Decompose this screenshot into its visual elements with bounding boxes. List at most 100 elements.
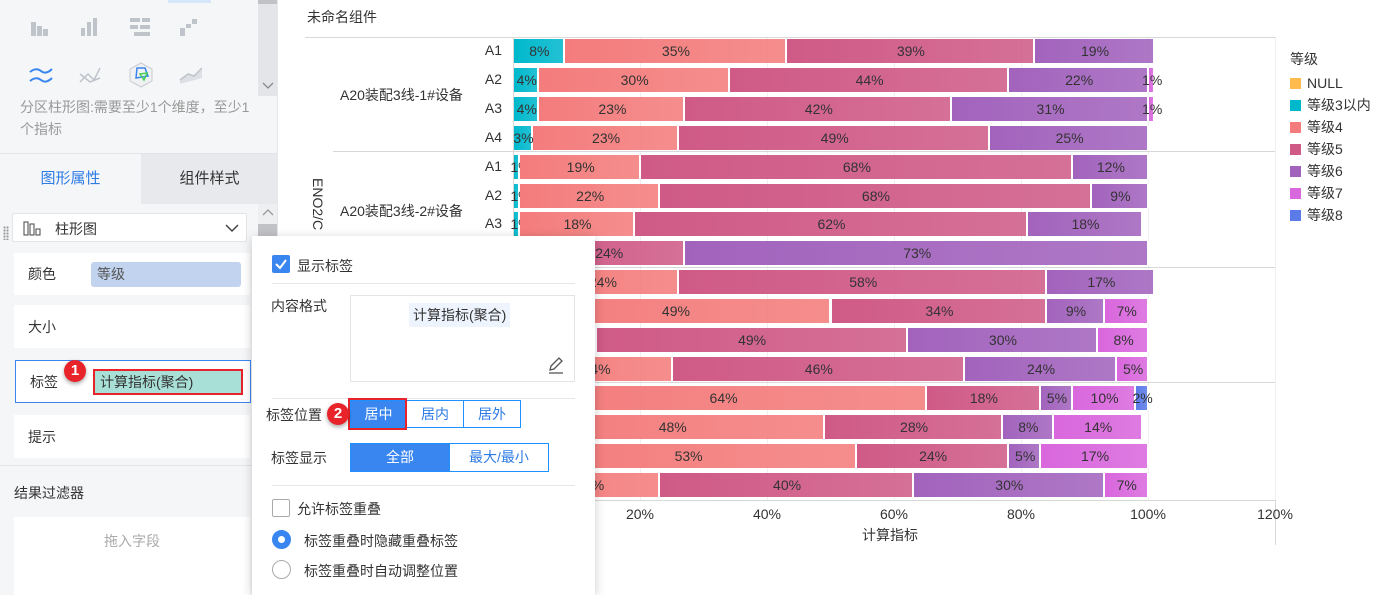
bar-segment[interactable] xyxy=(787,39,1035,63)
bar-segment[interactable] xyxy=(1149,96,1156,121)
bar-segment[interactable] xyxy=(660,472,915,497)
chart-type-scrollbar[interactable] xyxy=(258,0,277,96)
bar-segment[interactable] xyxy=(514,67,540,92)
bar-segment[interactable] xyxy=(539,67,730,92)
bar-segment[interactable] xyxy=(539,96,686,121)
position-outside-button[interactable]: 居外 xyxy=(464,400,521,428)
bar-segment[interactable] xyxy=(1041,385,1073,410)
bar-segment[interactable] xyxy=(1034,39,1156,63)
legend-item[interactable]: NULL xyxy=(1290,74,1343,92)
bar-segment[interactable] xyxy=(514,96,540,121)
allow-overlap-checkbox[interactable] xyxy=(272,499,290,517)
line-chart-icon[interactable] xyxy=(78,64,104,86)
tab-graph-properties[interactable]: 图形属性 xyxy=(40,170,101,187)
legend-item[interactable]: 等级4 xyxy=(1290,118,1343,136)
bar-segment[interactable] xyxy=(533,125,680,150)
bar-segment[interactable] xyxy=(1091,183,1149,208)
show-label-checkbox[interactable] xyxy=(272,255,290,273)
bar-segment[interactable] xyxy=(1072,154,1149,179)
display-all-button[interactable]: 全部 xyxy=(350,443,450,472)
scrollbar-thumb[interactable] xyxy=(258,0,277,4)
bar-segment[interactable] xyxy=(990,125,1149,150)
bar-segment[interactable] xyxy=(1028,212,1143,237)
drag-handle-icon[interactable] xyxy=(3,226,9,240)
bar-segment[interactable] xyxy=(926,385,1042,410)
hide-overlap-radio[interactable] xyxy=(272,530,291,549)
tab-component-style[interactable]: 组件样式 xyxy=(141,154,278,204)
bar-segment[interactable] xyxy=(1009,67,1149,92)
bar-segment[interactable] xyxy=(831,299,1048,324)
bar-segment[interactable] xyxy=(1053,414,1143,439)
bar-segment[interactable] xyxy=(514,39,565,63)
bar-segment[interactable] xyxy=(685,241,1149,266)
legend-item[interactable]: 等级7 xyxy=(1290,184,1343,202)
waterfall-chart-icon[interactable] xyxy=(178,16,204,38)
range-area-chart-icon[interactable] xyxy=(28,64,54,86)
horizontal-bar-chart-icon[interactable] xyxy=(128,16,154,38)
bar-segment[interactable] xyxy=(952,96,1149,121)
bar-segment[interactable] xyxy=(1072,385,1137,410)
bar-segment[interactable] xyxy=(1149,67,1156,92)
legend-item[interactable]: 等级3以内 xyxy=(1290,96,1371,114)
display-maxmin-button[interactable]: 最大/最小 xyxy=(450,443,549,472)
bar-segment[interactable] xyxy=(1041,443,1149,468)
grouped-bar-chart-icon[interactable] xyxy=(28,16,54,38)
tooltip-field[interactable]: 提示 xyxy=(14,415,250,458)
bar-segment[interactable] xyxy=(825,414,1003,439)
area-chart-icon[interactable] xyxy=(178,64,204,86)
position-center-button[interactable]: 居中 xyxy=(350,400,407,428)
auto-adjust-radio[interactable] xyxy=(272,560,291,579)
bar-segment[interactable] xyxy=(660,183,1092,208)
bar-segment[interactable] xyxy=(679,270,1048,295)
legend-item[interactable]: 等级6 xyxy=(1290,162,1343,180)
position-inside-button[interactable]: 居内 xyxy=(407,400,464,428)
bar-segment[interactable] xyxy=(1047,270,1156,295)
bar-segment[interactable] xyxy=(685,96,953,121)
scroll-down-icon[interactable] xyxy=(262,82,274,90)
bar-segment[interactable] xyxy=(520,154,641,179)
bar-segment[interactable] xyxy=(514,154,521,179)
bar-segment[interactable] xyxy=(520,183,661,208)
bar-segment[interactable] xyxy=(514,183,521,208)
scroll-up-icon[interactable] xyxy=(262,208,274,216)
content-format-box[interactable]: 计算指标(聚合) xyxy=(350,295,575,382)
bar-segment[interactable] xyxy=(596,328,908,352)
color-field[interactable]: 颜色 等级 xyxy=(14,253,250,295)
bar-segment[interactable] xyxy=(1136,385,1149,410)
label-field-pill[interactable]: 计算指标(聚合) xyxy=(93,369,243,395)
bar-chart-icon[interactable] xyxy=(78,16,104,38)
bar-segment[interactable] xyxy=(914,472,1105,497)
bar-value-label: 17% xyxy=(1087,274,1116,291)
edit-pencil-icon[interactable] xyxy=(547,356,565,374)
label-field[interactable]: 标签 计算指标(聚合) xyxy=(15,360,251,403)
bar-segment[interactable] xyxy=(1002,414,1054,439)
bar-segment[interactable] xyxy=(1098,328,1149,352)
bar-segment[interactable] xyxy=(514,212,521,237)
bar-segment[interactable] xyxy=(679,125,991,150)
legend-item[interactable]: 等级5 xyxy=(1290,140,1343,158)
bar-segment[interactable] xyxy=(1117,356,1149,381)
color-field-pill[interactable]: 等级 xyxy=(91,262,241,287)
bar-segment[interactable] xyxy=(520,212,635,237)
bar-segment[interactable] xyxy=(564,39,788,63)
chart-type-dropdown[interactable]: 柱形图 xyxy=(12,213,247,242)
bar-segment[interactable] xyxy=(641,154,1073,179)
filter-drop-zone[interactable]: 拖入字段 xyxy=(14,517,250,595)
bar-segment[interactable] xyxy=(907,328,1099,352)
size-field[interactable]: 大小 xyxy=(14,305,250,348)
bar-segment[interactable] xyxy=(1104,299,1149,324)
chevron-down-icon xyxy=(225,224,239,233)
bar-segment[interactable] xyxy=(856,443,1010,468)
radar-chart-icon[interactable] xyxy=(128,62,154,88)
bar-value-label: 24% xyxy=(919,447,948,464)
bar-segment[interactable] xyxy=(964,356,1118,381)
bar-segment[interactable] xyxy=(672,356,965,381)
bar-segment[interactable] xyxy=(1047,299,1105,324)
bar-segment[interactable] xyxy=(729,67,1010,92)
bar-segment[interactable] xyxy=(1009,443,1042,468)
bar-segment[interactable] xyxy=(1104,472,1149,497)
bar-segment[interactable] xyxy=(634,212,1029,237)
bar-segment[interactable] xyxy=(514,125,534,150)
legend-item[interactable]: 等级8 xyxy=(1290,206,1343,224)
scrollbar-thumb[interactable] xyxy=(258,224,277,238)
